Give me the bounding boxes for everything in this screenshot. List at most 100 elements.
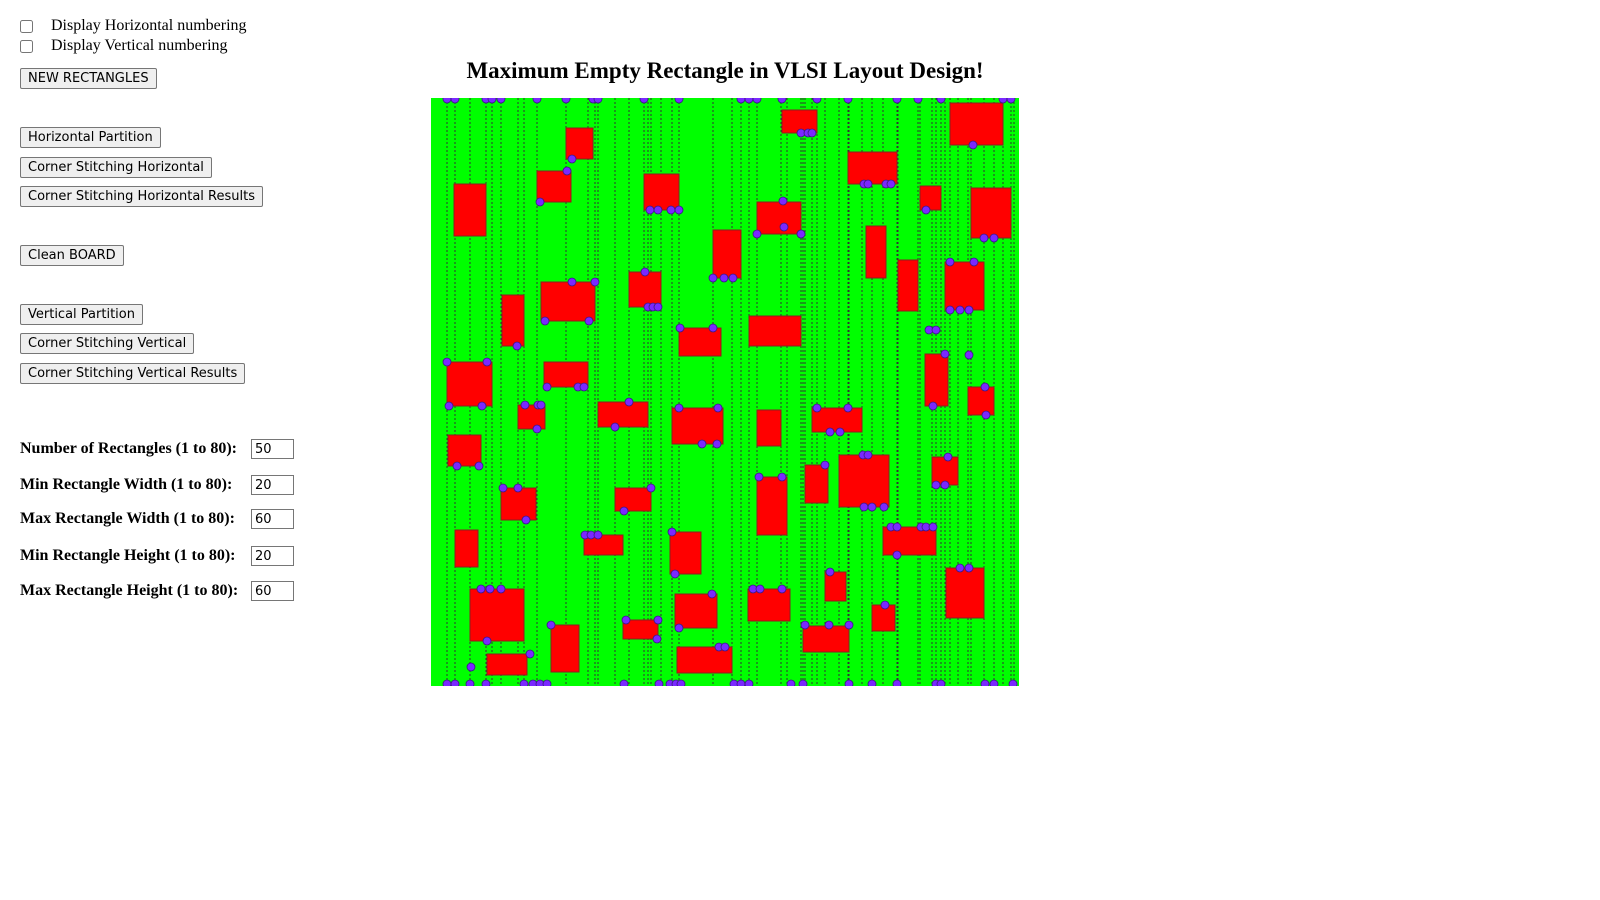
corner-node <box>487 98 497 104</box>
corner-node <box>777 98 787 104</box>
num-rectangles-label: Number of Rectangles (1 to 80): <box>20 440 237 457</box>
placed-rectangle <box>802 625 850 653</box>
clean-board-button[interactable]: Clean BOARD <box>20 245 124 266</box>
corner-node <box>728 273 738 283</box>
corner-node <box>520 400 530 410</box>
corner-node <box>968 140 978 150</box>
vertical-numbering-checkbox[interactable] <box>20 39 33 53</box>
corner-node <box>964 305 974 315</box>
placed-rectangle <box>671 407 724 445</box>
max-width-input[interactable] <box>251 509 294 529</box>
min-width-input[interactable] <box>251 475 294 495</box>
corner-node <box>697 439 707 449</box>
corner-node <box>540 316 550 326</box>
corner-node <box>778 196 788 206</box>
min-width-row: Min Rectangle Width (1 to 80): <box>20 475 294 495</box>
max-height-input[interactable] <box>251 581 294 601</box>
placed-rectangle <box>676 646 733 674</box>
corner-node <box>474 461 484 471</box>
corner-stitching-horizontal-results-button[interactable]: Corner Stitching Horizontal Results <box>20 186 263 207</box>
corner-node <box>989 679 999 686</box>
new-rectangles-button[interactable]: NEW RECTANGLES <box>20 68 157 89</box>
max-height-label: Max Rectangle Height (1 to 80): <box>20 582 239 599</box>
corner-node <box>744 679 754 686</box>
horizontal-numbering-checkbox[interactable] <box>20 19 33 33</box>
corner-node <box>442 357 452 367</box>
corner-node <box>752 229 762 239</box>
placed-rectangle <box>565 127 594 160</box>
corner-node <box>892 550 902 560</box>
min-height-row: Min Rectangle Height (1 to 80): <box>20 546 294 566</box>
corner-node <box>779 222 789 232</box>
corner-node <box>931 325 941 335</box>
horizontal-partition-button[interactable]: Horizontal Partition <box>20 127 161 148</box>
corner-node <box>639 98 649 104</box>
corner-node <box>652 634 662 644</box>
corner-node <box>653 615 663 625</box>
placed-rectangle <box>756 476 788 536</box>
placed-rectangle <box>486 653 528 676</box>
min-height-input[interactable] <box>251 546 294 566</box>
corner-node <box>512 341 522 351</box>
corner-node <box>670 569 680 579</box>
corner-stitching-vertical-button[interactable]: Corner Stitching Vertical <box>20 333 195 354</box>
corner-node <box>736 679 746 686</box>
placed-rectangle <box>447 434 482 467</box>
corner-node <box>928 522 938 532</box>
corner-node <box>720 642 730 652</box>
corner-node <box>824 620 834 630</box>
corner-node <box>532 424 542 434</box>
horizontal-numbering-option[interactable]: Display Horizontal numbering <box>20 17 247 35</box>
corner-nodes <box>442 98 1018 686</box>
corner-node <box>800 620 810 630</box>
vertical-numbering-label: Display Vertical numbering <box>51 37 228 54</box>
max-width-label: Max Rectangle Width (1 to 80): <box>20 510 235 527</box>
corner-node <box>844 620 854 630</box>
corner-node <box>921 205 931 215</box>
placed-rectangle <box>944 261 985 311</box>
corner-node <box>593 530 603 540</box>
corner-node <box>561 98 571 104</box>
horizontal-numbering-label: Display Horizontal numbering <box>51 17 247 34</box>
placed-rectangle <box>453 183 487 237</box>
corner-node <box>482 636 492 646</box>
corner-node <box>754 472 764 482</box>
placed-rectangle <box>897 259 919 312</box>
corner-node <box>653 302 663 312</box>
corner-node <box>825 427 835 437</box>
corner-node <box>466 662 476 672</box>
num-rectangles-input[interactable] <box>251 439 294 459</box>
corner-node <box>450 679 460 686</box>
corner-stitching-vertical-results-button[interactable]: Corner Stitching Vertical Results <box>20 363 246 384</box>
corner-node <box>964 350 974 360</box>
vertical-partition-button[interactable]: Vertical Partition <box>20 304 143 325</box>
corner-node <box>936 679 946 686</box>
corner-node <box>674 205 684 215</box>
corner-node <box>619 506 629 516</box>
vertical-numbering-option[interactable]: Display Vertical numbering <box>20 37 228 55</box>
corner-node <box>736 98 746 104</box>
corner-node <box>442 679 452 686</box>
corner-node <box>519 679 529 686</box>
corner-node <box>955 305 965 315</box>
placed-rectangles <box>446 102 1012 676</box>
corner-node <box>752 98 762 104</box>
corner-node <box>674 98 684 104</box>
corner-node <box>513 483 523 493</box>
corner-node <box>525 649 535 659</box>
placed-rectangle <box>550 624 580 673</box>
corner-node <box>719 273 729 283</box>
corner-node <box>880 600 890 610</box>
max-height-row: Max Rectangle Height (1 to 80): <box>20 581 294 601</box>
corner-node <box>998 98 1008 104</box>
layout-board[interactable] <box>431 98 1019 686</box>
corner-node <box>476 584 486 594</box>
placed-rectangle <box>804 464 829 504</box>
placed-rectangle <box>517 404 546 430</box>
placed-rectangle <box>756 201 802 235</box>
corner-node <box>653 205 663 215</box>
corner-node <box>892 98 902 104</box>
placed-rectangle <box>824 571 847 602</box>
placed-rectangle <box>756 409 782 447</box>
corner-stitching-horizontal-button[interactable]: Corner Stitching Horizontal <box>20 157 212 178</box>
